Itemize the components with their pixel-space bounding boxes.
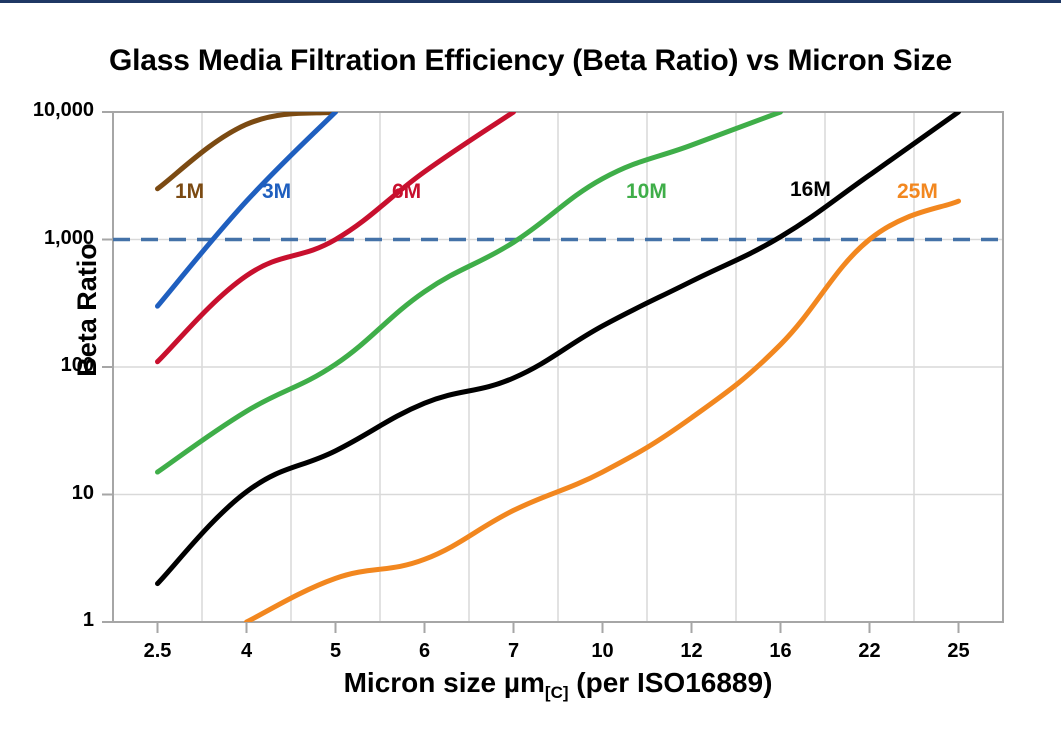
x-axis-title: Micron size µm[C] (per ISO16889) <box>113 667 1003 702</box>
series-label-3M: 3M <box>262 180 292 203</box>
chart-title: Glass Media Filtration Efficiency (Beta … <box>108 44 952 77</box>
series-label-6M: 6M <box>392 180 422 203</box>
y-tick-label: 1,000 <box>43 226 94 249</box>
y-tick-label: 10,000 <box>32 99 94 121</box>
x-tick-label: 7 <box>507 640 520 662</box>
x-tick-label: 12 <box>680 640 703 662</box>
y-tick-label: 1 <box>82 609 94 631</box>
y-tick-label: 100 <box>60 354 94 376</box>
y-tick-label: 10 <box>71 481 94 504</box>
x-axis-title-subscript: [C] <box>544 683 569 702</box>
gridlines <box>113 112 1003 622</box>
x-tick-label: 5 <box>329 640 342 662</box>
series-label-1M: 1M <box>175 180 205 203</box>
x-tick-label: 25 <box>947 640 970 662</box>
series-line-6M <box>155 112 516 365</box>
series-line-1M <box>155 112 338 192</box>
x-tick-label: 6 <box>418 640 431 662</box>
x-tick-label: 22 <box>858 640 881 662</box>
x-tick-label: 2.5 <box>143 640 172 662</box>
series-label-25M: 25M <box>897 180 938 203</box>
series-line-3M <box>155 112 338 309</box>
series-line-25M <box>244 198 961 622</box>
top-accent-rule <box>0 0 1061 3</box>
x-tick-label: 4 <box>240 640 253 662</box>
x-axis-title-main: Micron size µm <box>343 667 545 698</box>
x-tick-label: 16 <box>769 640 792 662</box>
series-label-16M: 16M <box>790 178 831 201</box>
axis-tick-marks <box>102 111 960 633</box>
series-label-10M: 10M <box>626 180 667 203</box>
x-axis-title-tail: (per ISO16889) <box>568 667 773 698</box>
series-line-10M <box>155 112 783 475</box>
x-tick-label: 10 <box>591 640 614 662</box>
series-line-16M <box>155 112 961 587</box>
data-series-lines <box>155 112 961 622</box>
